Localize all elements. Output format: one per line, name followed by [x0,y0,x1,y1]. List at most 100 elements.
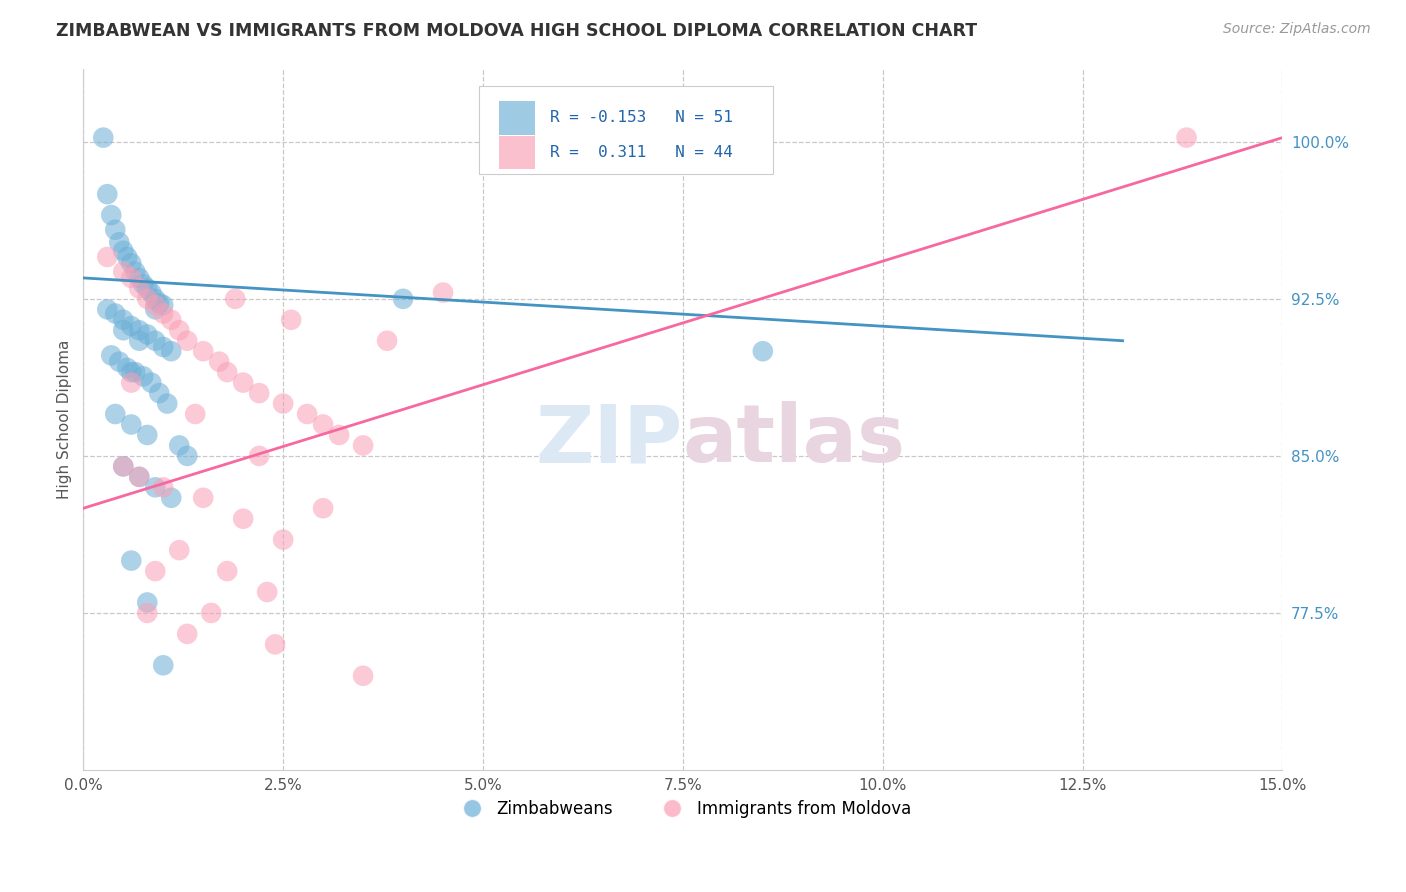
Point [152,480,174,494]
Point [312,501,335,516]
Point [136,327,159,342]
Point [91,130,114,145]
Point [143,334,166,348]
Point [217,365,239,379]
Text: ZIP: ZIP [536,401,683,479]
Text: R = -0.153   N = 51: R = -0.153 N = 51 [550,111,733,125]
Point [176,627,198,641]
Point [232,512,254,526]
Point [141,376,163,390]
Point [120,376,142,390]
Point [160,344,183,359]
Legend: Zimbabweans, Immigrants from Moldova: Zimbabweans, Immigrants from Moldova [449,794,918,825]
Point [352,438,374,452]
Point [1175,130,1198,145]
Point [193,491,215,505]
Point [200,606,222,620]
Point [167,543,190,558]
Point [208,354,231,368]
Point [143,564,166,578]
FancyBboxPatch shape [479,86,773,174]
Point [247,449,270,463]
Point [120,256,142,270]
Point [124,265,146,279]
Point [100,208,122,222]
Point [176,334,198,348]
Point [247,386,270,401]
Point [112,244,135,258]
Point [167,323,190,337]
Point [136,292,159,306]
Text: atlas: atlas [683,401,905,479]
Point [256,585,278,599]
Point [217,564,239,578]
Point [143,302,166,317]
Point [128,470,150,484]
Point [108,354,131,368]
Point [148,296,170,310]
Point [124,365,146,379]
Point [132,277,155,292]
Point [136,606,159,620]
Point [328,428,350,442]
Text: Source: ZipAtlas.com: Source: ZipAtlas.com [1223,22,1371,37]
Point [141,285,163,300]
Point [152,658,174,673]
Point [112,265,135,279]
Point [136,281,159,295]
Point [224,292,246,306]
Point [148,386,170,401]
Point [112,313,135,327]
Point [152,298,174,312]
Point [152,306,174,320]
Point [160,313,183,327]
Point [100,348,122,362]
Point [375,334,398,348]
Point [117,361,139,376]
Point [392,292,415,306]
Point [184,407,207,421]
Point [432,285,454,300]
Point [104,223,127,237]
Point [176,449,198,463]
Point [128,281,150,295]
Text: R =  0.311   N = 44: R = 0.311 N = 44 [550,145,733,160]
Point [104,306,127,320]
Point [295,407,318,421]
Point [752,344,775,359]
Point [143,298,166,312]
Point [120,271,142,285]
Point [143,480,166,494]
Point [120,417,142,432]
Point [152,340,174,354]
Point [128,470,150,484]
Point [143,292,166,306]
Point [232,376,254,390]
FancyBboxPatch shape [499,101,536,135]
Point [136,428,159,442]
Point [112,323,135,337]
Y-axis label: High School Diploma: High School Diploma [58,340,72,499]
Point [112,459,135,474]
Point [352,669,374,683]
Point [167,438,190,452]
Point [280,313,302,327]
Point [120,319,142,334]
Point [108,235,131,250]
Point [264,637,287,651]
Point [128,334,150,348]
Point [96,302,118,317]
Point [96,187,118,202]
Point [128,271,150,285]
Point [117,250,139,264]
Point [271,533,294,547]
Point [104,407,127,421]
Point [112,459,135,474]
Point [128,323,150,337]
Point [312,417,335,432]
Point [120,553,142,567]
Text: ZIMBABWEAN VS IMMIGRANTS FROM MOLDOVA HIGH SCHOOL DIPLOMA CORRELATION CHART: ZIMBABWEAN VS IMMIGRANTS FROM MOLDOVA HI… [56,22,977,40]
Point [132,369,155,384]
Point [271,396,294,410]
FancyBboxPatch shape [499,136,536,169]
